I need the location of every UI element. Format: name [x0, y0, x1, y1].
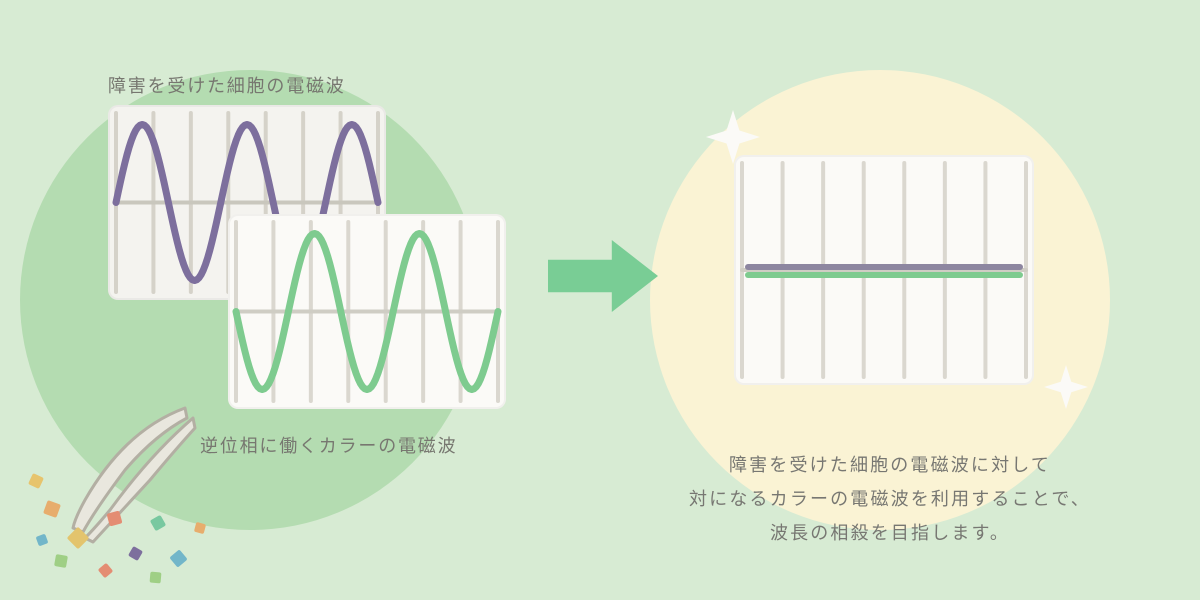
- label-bottom: 逆位相に働くカラーの電磁波: [200, 432, 457, 458]
- wave-panel-inverse: [228, 214, 506, 409]
- arrow-icon: [548, 240, 658, 317]
- confetti-piece: [150, 572, 162, 584]
- sparkle-icon: [1044, 365, 1088, 414]
- description-text: 障害を受けた細胞の電磁波に対して対になるカラーの電磁波を利用することで、波長の相…: [655, 448, 1125, 551]
- label-top: 障害を受けた細胞の電磁波: [108, 72, 346, 98]
- wave-panel-result: [734, 155, 1034, 385]
- confetti-piece: [54, 554, 68, 568]
- sparkle-icon: [706, 110, 760, 169]
